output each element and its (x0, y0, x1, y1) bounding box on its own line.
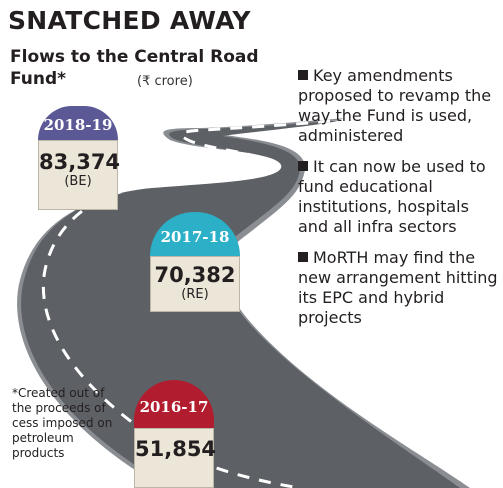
key-points: Key amendments proposed to revamp the wa… (298, 66, 498, 339)
key-point-text: It can now be used to fund educational i… (298, 157, 486, 236)
key-point: MoRTH may find the new arrangement hitti… (298, 248, 498, 328)
square-bullet-icon (298, 252, 308, 262)
square-bullet-icon (298, 161, 308, 171)
milestone-value-box: 70,382 (RE) (150, 256, 240, 312)
headline: SNATCHED AWAY (8, 6, 251, 35)
milestone-year-label: 2016-17 (139, 398, 209, 416)
milestone-value: 83,374 (39, 150, 121, 174)
milestone-2018-19: 2018-19 83,374 (BE) (38, 106, 121, 210)
unit-label: (₹ crore) (137, 74, 193, 89)
milestone-tag: (BE) (64, 174, 92, 189)
milestone-year-label: 2017-18 (160, 228, 230, 246)
milestone-2016-17: 2016-17 51,854 (134, 380, 217, 488)
milestone-year-2017-18: 2017-18 (150, 212, 240, 256)
milestone-tag: (RE) (181, 287, 209, 302)
milestone-value: 51,854 (135, 437, 217, 461)
key-point: It can now be used to fund educational i… (298, 157, 498, 237)
road-surface (21, 120, 460, 488)
footnote: *Created out of the proceeds of cess imp… (12, 386, 113, 460)
milestone-year-label: 2018-19 (43, 116, 113, 134)
milestone-2017-18: 2017-18 70,382 (RE) (150, 212, 240, 312)
square-bullet-icon (298, 70, 308, 80)
milestone-value: 70,382 (154, 263, 236, 287)
subtitle: Flows to the Central Road Fund* (10, 47, 259, 89)
key-point-text: MoRTH may find the new arrangement hitti… (298, 248, 498, 327)
milestone-value-box: 51,854 (134, 428, 217, 488)
key-point-text: Key amendments proposed to revamp the wa… (298, 66, 492, 145)
milestone-value-box: 83,374 (BE) (38, 140, 121, 210)
key-point: Key amendments proposed to revamp the wa… (298, 66, 498, 146)
milestone-year-2018-19: 2018-19 (38, 106, 118, 140)
milestone-year-2016-17: 2016-17 (134, 380, 214, 428)
